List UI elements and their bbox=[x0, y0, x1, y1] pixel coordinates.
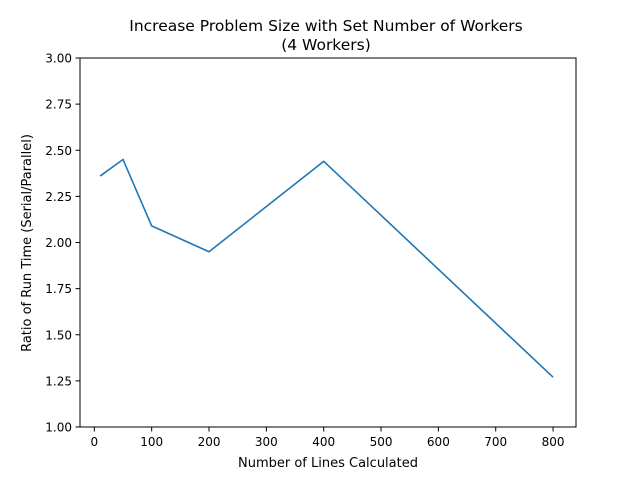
y-tick-label: 1.00 bbox=[45, 421, 72, 435]
x-tick-label: 100 bbox=[140, 435, 163, 449]
plot-frame bbox=[79, 57, 577, 428]
x-tick-label: 700 bbox=[484, 435, 507, 449]
x-tick-label: 0 bbox=[91, 435, 99, 449]
y-tick-label: 2.50 bbox=[45, 144, 72, 158]
x-tick-label: 300 bbox=[255, 435, 278, 449]
chart-subtitle: (4 Workers) bbox=[281, 36, 371, 54]
y-tick-label: 1.25 bbox=[45, 374, 72, 388]
x-tick-label: 500 bbox=[370, 435, 393, 449]
series-line bbox=[99, 158, 554, 378]
y-tick-label: 2.25 bbox=[45, 190, 72, 204]
x-tick-label: 800 bbox=[542, 435, 565, 449]
y-tick-label: 1.50 bbox=[45, 328, 72, 342]
y-tick-label: 3.00 bbox=[45, 52, 72, 66]
x-tick-label: 400 bbox=[312, 435, 335, 449]
x-axis-label: Number of Lines Calculated bbox=[238, 456, 418, 471]
plot-area: 0 100 200 300 400 500 600 700 800 1.00 1.25 1.50 1.7… bbox=[45, 52, 577, 449]
chart-title: Increase Problem Size with Set Number of… bbox=[129, 17, 523, 35]
y-tick-label: 2.75 bbox=[45, 98, 72, 112]
y-tick-label: 2.00 bbox=[45, 236, 72, 250]
y-tick-label: 1.75 bbox=[45, 282, 72, 296]
y-axis-label: Ratio of Run Time (Serial/Parallel) bbox=[20, 134, 35, 352]
x-tick-label: 200 bbox=[198, 435, 221, 449]
x-tick-label: 600 bbox=[427, 435, 450, 449]
